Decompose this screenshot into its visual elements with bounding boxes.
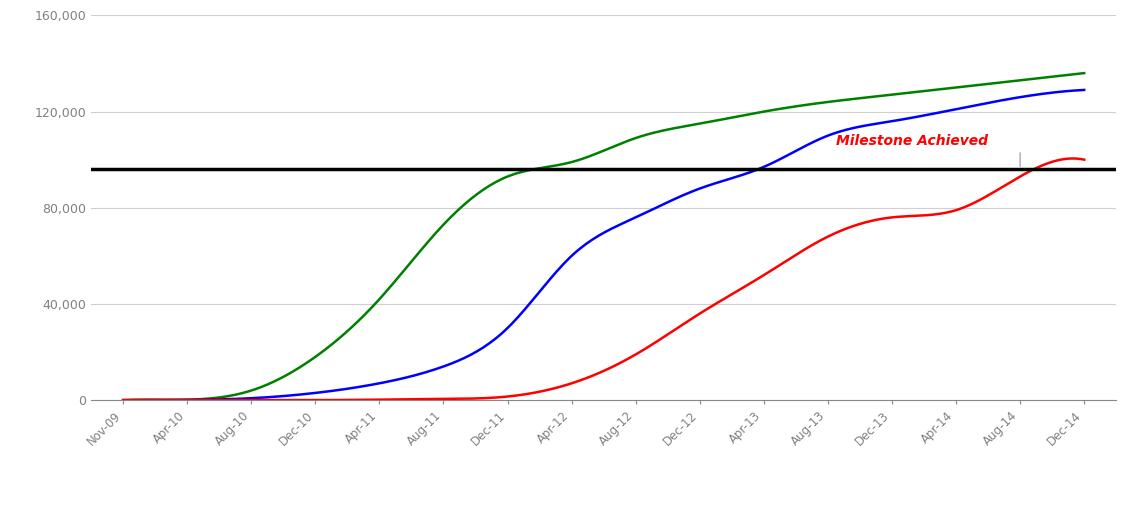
Text: Milestone Achieved: Milestone Achieved (836, 134, 988, 148)
